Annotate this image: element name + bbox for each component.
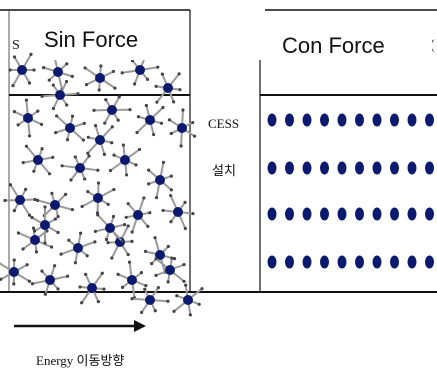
sin-molecule (3, 183, 37, 217)
con-molecule (355, 161, 364, 175)
sin-molecule (154, 256, 186, 284)
con-molecule (267, 255, 277, 269)
sin-molecule (40, 79, 80, 111)
con-molecule (285, 255, 294, 269)
con-molecule (267, 113, 277, 127)
con-molecule (302, 161, 312, 175)
con-molecule (355, 207, 364, 221)
right-edge-fragment: ( (430, 38, 435, 53)
sin-molecule (36, 191, 74, 219)
sin-molecule (54, 114, 86, 142)
energy-arrow-head (134, 320, 146, 332)
con-molecule (355, 113, 364, 127)
sin-molecule (108, 143, 142, 177)
sin-molecule (80, 181, 116, 215)
con-molecule (267, 207, 277, 221)
sin-molecule (8, 52, 36, 88)
con-molecule (320, 161, 329, 175)
energy-direction-label: Energy 이동방향 (36, 353, 125, 368)
con-molecule (390, 161, 399, 175)
con-molecule (407, 113, 417, 127)
sin-molecule (93, 213, 127, 243)
con-molecule (390, 113, 399, 127)
sin-molecule (116, 260, 148, 300)
sin-molecule (21, 144, 55, 176)
con-molecule (337, 113, 347, 127)
con-molecule (337, 161, 347, 175)
sin-molecule (59, 231, 97, 265)
con-molecule (355, 255, 364, 269)
con-molecule (372, 207, 382, 221)
cess-sub-label: 설치 (212, 164, 236, 179)
con-molecule (407, 207, 417, 221)
con-molecule (372, 161, 382, 175)
sin-molecule (147, 160, 173, 200)
con-force-grid (267, 113, 434, 269)
con-molecule (425, 255, 434, 269)
sin-molecule (135, 103, 165, 137)
sin-molecule (83, 64, 117, 92)
con-molecule (302, 255, 312, 269)
left-edge-fragment: S (12, 38, 20, 53)
sin-molecule (30, 205, 60, 245)
sin-molecule (60, 154, 100, 182)
con-molecule (285, 161, 294, 175)
sin-molecule (124, 196, 152, 234)
con-molecule (320, 207, 329, 221)
sin-molecule (167, 108, 197, 148)
sin-molecule (12, 98, 44, 138)
con-molecule (425, 161, 434, 175)
con-molecule (302, 207, 312, 221)
sin-molecule (42, 52, 74, 92)
con-force-label: Con Force (270, 28, 432, 64)
sin-molecule (86, 124, 114, 156)
sin-force-label: Sin Force (34, 22, 162, 60)
con-molecule (390, 207, 399, 221)
frame-lines (0, 9, 437, 332)
sin-molecule (172, 283, 204, 317)
sin-molecule (154, 72, 182, 104)
sin-molecule (161, 193, 195, 231)
sin-molecule (92, 95, 132, 125)
con-molecule (425, 207, 434, 221)
con-molecule (337, 207, 347, 221)
sin-molecule (30, 264, 70, 296)
con-molecule (407, 255, 417, 269)
con-molecule (302, 113, 312, 127)
con-molecule (267, 161, 277, 175)
con-molecule (337, 255, 347, 269)
sin-molecule (78, 271, 106, 305)
con-molecule (390, 255, 399, 269)
sin-force-molecules (0, 52, 204, 317)
con-molecule (285, 207, 294, 221)
con-molecule (407, 161, 417, 175)
con-molecule (320, 255, 329, 269)
con-molecule (425, 113, 434, 127)
con-molecule (320, 113, 329, 127)
sin-molecule (0, 258, 32, 286)
con-molecule (372, 113, 382, 127)
con-molecule (372, 255, 382, 269)
con-molecule (285, 113, 294, 127)
sin-molecule (130, 285, 170, 315)
cess-label: CESS (208, 116, 240, 131)
